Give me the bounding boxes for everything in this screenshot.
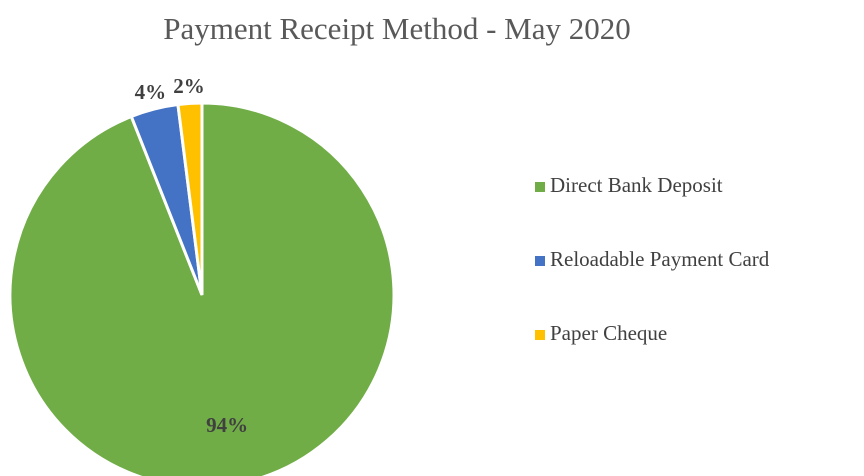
- legend-swatch: [535, 182, 545, 192]
- legend-label: Reloadable Payment Card: [550, 247, 770, 271]
- legend-swatch: [535, 330, 545, 340]
- data-label: 4%: [135, 80, 167, 104]
- legend-label: Paper Cheque: [550, 321, 667, 345]
- legend-label: Direct Bank Deposit: [550, 173, 723, 197]
- legend-swatch: [535, 256, 545, 266]
- chart-title: Payment Receipt Method - May 2020: [163, 11, 631, 46]
- pie-slice: [8, 101, 396, 476]
- data-label: 94%: [206, 413, 248, 437]
- pie-slice: [176, 101, 204, 296]
- data-label: 2%: [173, 74, 205, 98]
